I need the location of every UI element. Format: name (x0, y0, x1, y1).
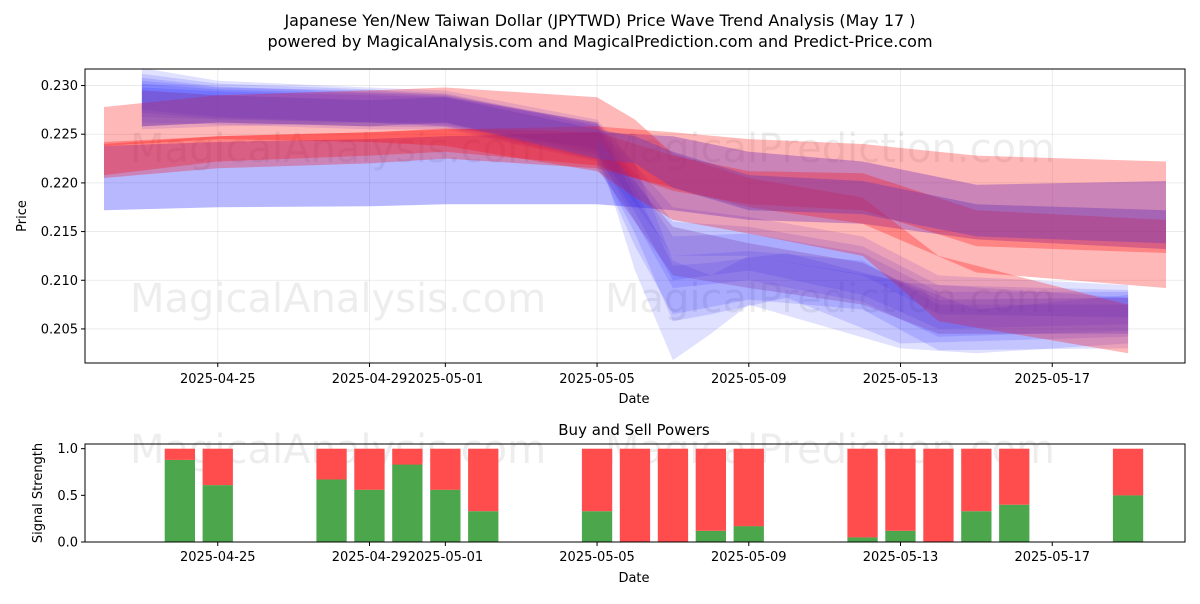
buy-bar (961, 511, 992, 542)
price-y-tick-label: 0.215 (41, 225, 78, 240)
price-plot-frame (84, 68, 1186, 364)
sell-bar (164, 448, 195, 460)
signal-y-tick-label: 0.5 (57, 489, 78, 504)
price-band-blue (141, 87, 1129, 318)
signal-x-tick-label: 2025-05-17 (1014, 550, 1090, 565)
signal-x-tick-label: 2025-04-29 (332, 550, 408, 565)
price-x-tick-label: 2025-04-29 (332, 372, 408, 387)
price-y-tick-label: 0.230 (41, 79, 78, 94)
price-x-tick-label: 2025-04-25 (180, 372, 256, 387)
signal-y-axis-label: Signal Strength (31, 443, 46, 543)
price-band-blue (104, 132, 1166, 250)
sell-bar (1112, 448, 1144, 496)
price-plot-background (85, 69, 1185, 363)
price-band-purple (597, 139, 1129, 334)
sell-bar (392, 448, 423, 465)
signal-x-tick-label: 2025-05-09 (711, 550, 787, 565)
buy-bar (733, 526, 764, 542)
signal-x-tick-label: 2025-05-01 (408, 550, 484, 565)
buy-bar (316, 479, 347, 542)
buy-bar (392, 464, 423, 542)
sell-bar (695, 448, 726, 531)
signal-x-tick-label: 2025-05-05 (559, 550, 635, 565)
price-y-tick-label: 0.225 (41, 128, 78, 143)
price-band-red (104, 126, 1166, 289)
price-grid (85, 69, 1185, 363)
buy-bar (1112, 495, 1144, 542)
buy-bar (999, 504, 1030, 542)
sell-bar (619, 448, 651, 542)
buy-bar (164, 459, 195, 542)
price-y-tick-label: 0.205 (41, 322, 78, 337)
price-bands (104, 68, 1166, 361)
price-band-red (104, 128, 1166, 253)
sell-bar (923, 448, 954, 542)
price-band-blue (141, 83, 1129, 337)
price-band-red (104, 87, 1129, 354)
watermark-analysis: MagicalAnalysis.com (130, 276, 546, 322)
watermark-prediction: MagicalPrediction.com (605, 126, 1055, 172)
sell-bar (657, 448, 689, 542)
buy-bar (202, 485, 233, 542)
signal-y-ticks: 0.0 0.5 1.0 (57, 442, 85, 551)
signal-x-tick-label: 2025-05-13 (863, 550, 939, 565)
buy-bar (430, 489, 461, 542)
sell-bar (885, 448, 916, 531)
price-y-ticks: 0.205 0.210 0.215 0.220 0.225 0.230 (41, 79, 85, 337)
price-x-ticks: 2025-04-25 2025-04-29 2025-05-01 2025-05-05… (180, 363, 1090, 387)
price-x-tick-label: 2025-05-17 (1014, 372, 1090, 387)
sell-bar (733, 448, 764, 527)
watermark-analysis: MagicalAnalysis.com (130, 126, 546, 172)
price-x-tick-label: 2025-05-09 (711, 372, 787, 387)
price-band-blue (141, 77, 1129, 344)
price-y-axis-label: Price (15, 200, 30, 232)
signal-y-tick-label: 0.0 (57, 536, 78, 551)
signal-chart-title: Buy and Sell Powers (558, 421, 710, 439)
price-band-purple (141, 90, 1166, 244)
price-y-tick-label: 0.210 (41, 274, 78, 289)
figure-subtitle: powered by MagicalAnalysis.com and Magic… (267, 32, 932, 51)
watermark-prediction: MagicalPrediction.com (605, 276, 1055, 322)
signal-x-axis-label: Date (618, 571, 649, 586)
price-panel: MagicalAnalysis.com MagicalPrediction.co… (15, 68, 1186, 407)
sell-bar (961, 448, 992, 512)
buy-bar (468, 511, 499, 542)
sell-bar (581, 448, 613, 512)
price-x-axis-label: Date (618, 392, 649, 407)
price-watermarks: MagicalAnalysis.com MagicalPrediction.co… (130, 126, 1055, 322)
buy-bar (354, 489, 385, 542)
sell-bar (354, 448, 385, 490)
price-x-tick-label: 2025-05-05 (559, 372, 635, 387)
sell-bar (999, 448, 1030, 505)
price-x-tick-label: 2025-05-01 (408, 372, 484, 387)
buy-bar (695, 530, 726, 542)
signal-x-tick-label: 2025-04-25 (180, 550, 256, 565)
price-band-blue (141, 68, 1129, 361)
price-x-tick-label: 2025-05-13 (863, 372, 939, 387)
price-y-tick-label: 0.220 (41, 176, 78, 191)
sell-bar (202, 448, 233, 486)
buy-bar (581, 511, 613, 542)
signal-bars (164, 448, 1144, 542)
sell-bar (316, 448, 347, 480)
signal-plot-frame (84, 443, 1186, 543)
price-band-blue (141, 73, 1129, 351)
signal-y-tick-label: 1.0 (57, 442, 78, 457)
sell-bar (430, 448, 461, 490)
sell-bar (847, 448, 878, 538)
figure-title: Japanese Yen/New Taiwan Dollar (JPYTWD) … (283, 11, 915, 30)
price-band-blue (141, 80, 1129, 329)
signal-x-ticks: 2025-04-25 2025-04-29 2025-05-01 2025-05-05… (180, 542, 1090, 565)
signal-panel: Buy and Sell Powers MagicalAnalysis.com … (31, 421, 1186, 586)
buy-bar (885, 530, 916, 542)
sell-bar (468, 448, 499, 512)
buy-bar (847, 537, 878, 542)
